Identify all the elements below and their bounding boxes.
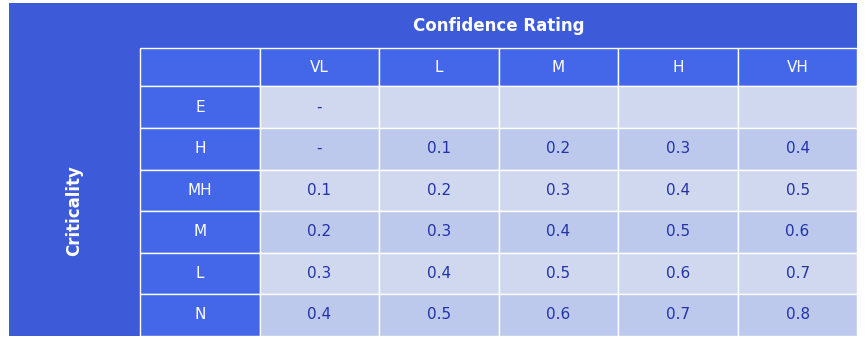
Text: L: L xyxy=(435,60,443,75)
Polygon shape xyxy=(618,86,738,128)
Polygon shape xyxy=(618,294,738,336)
Polygon shape xyxy=(379,128,499,170)
Text: 0.2: 0.2 xyxy=(307,224,332,239)
Text: Confidence Rating: Confidence Rating xyxy=(413,17,585,35)
Polygon shape xyxy=(738,86,857,128)
Text: 0.3: 0.3 xyxy=(666,141,690,156)
Polygon shape xyxy=(499,211,618,253)
Polygon shape xyxy=(738,253,857,294)
Text: 0.7: 0.7 xyxy=(785,266,810,281)
Polygon shape xyxy=(379,48,499,86)
Text: 0.5: 0.5 xyxy=(785,183,810,198)
Text: E: E xyxy=(195,100,204,115)
Polygon shape xyxy=(499,170,618,211)
Text: Criticality: Criticality xyxy=(66,165,83,257)
Polygon shape xyxy=(499,128,618,170)
Text: M: M xyxy=(552,60,565,75)
Polygon shape xyxy=(379,253,499,294)
Polygon shape xyxy=(260,294,379,336)
Text: 0.3: 0.3 xyxy=(546,183,571,198)
Polygon shape xyxy=(379,294,499,336)
Polygon shape xyxy=(379,211,499,253)
Polygon shape xyxy=(618,211,738,253)
Text: 0.6: 0.6 xyxy=(785,224,810,239)
Text: 0.3: 0.3 xyxy=(307,266,332,281)
Polygon shape xyxy=(379,86,499,128)
Polygon shape xyxy=(260,86,379,128)
Text: 0.8: 0.8 xyxy=(785,307,810,322)
Text: H: H xyxy=(672,60,684,75)
Text: 0.4: 0.4 xyxy=(666,183,690,198)
Polygon shape xyxy=(260,211,379,253)
Polygon shape xyxy=(260,170,379,211)
Text: 0.4: 0.4 xyxy=(307,307,332,322)
Polygon shape xyxy=(738,294,857,336)
Text: N: N xyxy=(194,307,205,322)
Polygon shape xyxy=(140,86,260,128)
Polygon shape xyxy=(738,48,857,86)
Text: 0.1: 0.1 xyxy=(307,183,332,198)
Text: 0.1: 0.1 xyxy=(427,141,451,156)
Polygon shape xyxy=(9,3,140,336)
Polygon shape xyxy=(738,128,857,170)
Text: MH: MH xyxy=(188,183,212,198)
Polygon shape xyxy=(618,253,738,294)
Text: L: L xyxy=(196,266,204,281)
Polygon shape xyxy=(499,48,618,86)
Polygon shape xyxy=(140,3,857,48)
Text: VL: VL xyxy=(310,60,329,75)
Polygon shape xyxy=(260,128,379,170)
Text: 0.3: 0.3 xyxy=(427,224,451,239)
Text: 0.2: 0.2 xyxy=(427,183,451,198)
Text: -: - xyxy=(317,141,322,156)
Text: 0.7: 0.7 xyxy=(666,307,690,322)
Polygon shape xyxy=(260,48,379,86)
Polygon shape xyxy=(618,170,738,211)
Polygon shape xyxy=(618,48,738,86)
Text: 0.4: 0.4 xyxy=(785,141,810,156)
Text: 0.6: 0.6 xyxy=(546,307,571,322)
Polygon shape xyxy=(140,48,260,86)
Polygon shape xyxy=(140,294,260,336)
Text: 0.6: 0.6 xyxy=(666,266,690,281)
Polygon shape xyxy=(140,211,260,253)
Text: H: H xyxy=(194,141,206,156)
Polygon shape xyxy=(499,253,618,294)
Polygon shape xyxy=(140,253,260,294)
Text: M: M xyxy=(193,224,206,239)
Text: 0.2: 0.2 xyxy=(546,141,571,156)
Text: 0.5: 0.5 xyxy=(546,266,571,281)
Polygon shape xyxy=(738,211,857,253)
Polygon shape xyxy=(738,170,857,211)
Polygon shape xyxy=(618,128,738,170)
Polygon shape xyxy=(140,128,260,170)
Polygon shape xyxy=(260,253,379,294)
Text: 0.4: 0.4 xyxy=(546,224,571,239)
Text: VH: VH xyxy=(786,60,809,75)
Polygon shape xyxy=(499,294,618,336)
Text: 0.5: 0.5 xyxy=(666,224,690,239)
Polygon shape xyxy=(379,170,499,211)
Polygon shape xyxy=(140,170,260,211)
Text: -: - xyxy=(317,100,322,115)
Text: 0.4: 0.4 xyxy=(427,266,451,281)
Polygon shape xyxy=(499,86,618,128)
Text: 0.5: 0.5 xyxy=(427,307,451,322)
